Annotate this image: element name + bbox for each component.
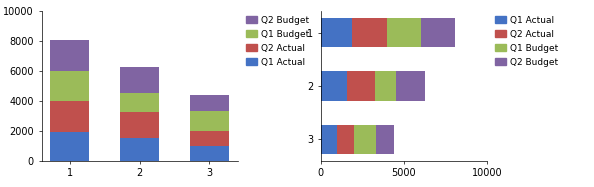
Bar	[396, 71, 425, 101]
Bar	[337, 125, 354, 154]
Bar	[321, 125, 337, 154]
Legend: Q2 Budget, Q1 Budget, Q2 Actual, Q1 Actual: Q2 Budget, Q1 Budget, Q2 Actual, Q1 Actu…	[246, 16, 309, 67]
Bar	[375, 71, 396, 101]
Bar	[190, 146, 229, 161]
Bar	[50, 132, 89, 161]
Bar	[121, 138, 159, 161]
Bar	[354, 125, 375, 154]
Bar	[421, 18, 456, 47]
Legend: Q1 Actual, Q2 Actual, Q1 Budget, Q2 Budget: Q1 Actual, Q2 Actual, Q1 Budget, Q2 Budg…	[495, 16, 558, 67]
Bar	[121, 93, 159, 112]
Bar	[121, 112, 159, 138]
Bar	[190, 131, 229, 146]
Bar	[50, 40, 89, 71]
Bar	[50, 101, 89, 132]
Bar	[50, 71, 89, 101]
Bar	[346, 71, 375, 101]
Bar	[190, 111, 229, 131]
Bar	[321, 18, 352, 47]
Bar	[375, 125, 394, 154]
Bar	[321, 71, 346, 101]
Bar	[352, 18, 387, 47]
Bar	[190, 95, 229, 111]
Bar	[387, 18, 421, 47]
Bar	[121, 67, 159, 93]
